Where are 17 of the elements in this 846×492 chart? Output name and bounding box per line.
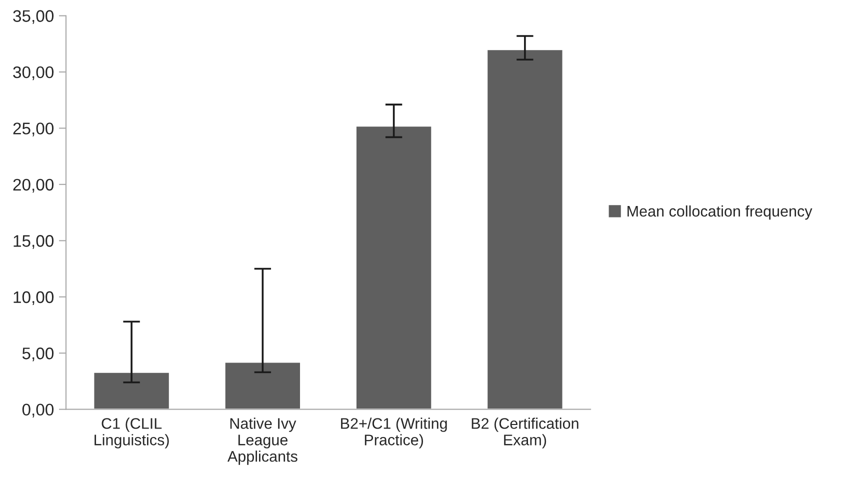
y-tick-label: 5,00 bbox=[22, 348, 54, 362]
y-tick-label: 30,00 bbox=[13, 66, 54, 80]
y-tick-label: 35,00 bbox=[13, 10, 54, 24]
y-tick-label: 25,00 bbox=[13, 122, 54, 136]
x-tick-label: B2 (Certification Exam) bbox=[472, 418, 578, 448]
y-tick-label: 20,00 bbox=[13, 178, 54, 193]
x-tick-label: C1 (CLIL Linguistics) bbox=[94, 418, 169, 448]
y-tick-label: 0,00 bbox=[22, 404, 54, 418]
bar bbox=[92, 372, 170, 410]
bar bbox=[224, 361, 302, 410]
x-tick-label: B2+/C1 (Writing Practice) bbox=[341, 418, 447, 448]
x-tick-label: Native Ivy League Applicants bbox=[227, 418, 298, 465]
legend-label: Mean collocation frequency bbox=[628, 205, 812, 220]
y-tick-label: 15,00 bbox=[14, 235, 54, 249]
bar bbox=[355, 125, 433, 410]
y-tick-label: 10,00 bbox=[14, 291, 54, 306]
bar bbox=[486, 48, 564, 410]
